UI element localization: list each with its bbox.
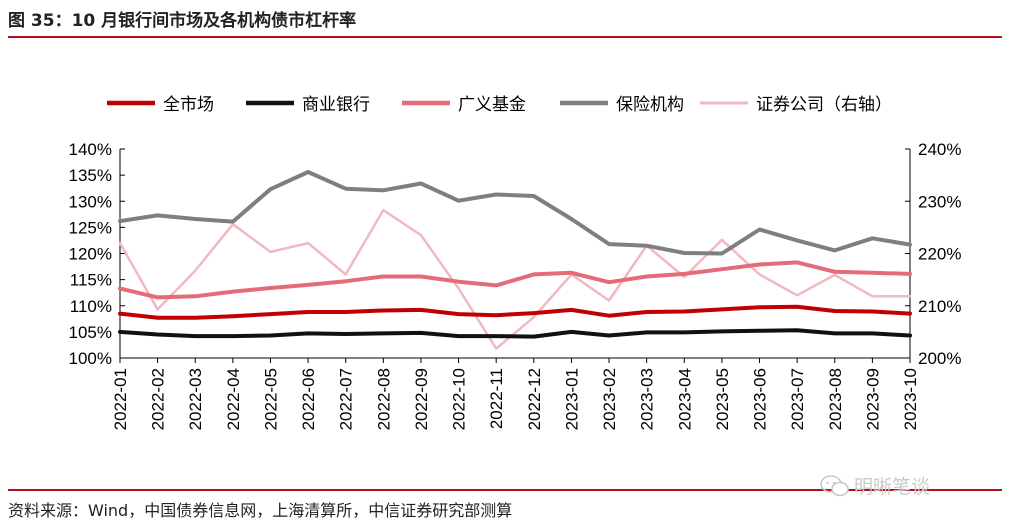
y-tick-label: 130% [69, 192, 112, 211]
line-chart: 全市场 商业银行 广义基金 保险机构 证券公司（右轴） 100% 105% 110% 115%… [69, 95, 962, 430]
x-tick-label: 2022-09 [412, 368, 431, 430]
chart-axes: 100% 105% 110% 115% 120% 125% 130% 135% 140% 200%… [69, 140, 962, 430]
x-tick-label: 2023-06 [751, 368, 770, 430]
y-tick-label: 135% [69, 166, 112, 185]
x-tick-label: 2022-10 [450, 368, 469, 430]
x-tick-label: 2022-08 [374, 368, 393, 430]
y-tick-label: 125% [69, 218, 112, 237]
y-tick-label: 110% [70, 297, 112, 316]
y2-tick-label: 230% [918, 192, 961, 211]
x-tick-label: 2023-01 [562, 368, 581, 430]
legend-label: 商业银行 [302, 95, 370, 115]
series-line [118, 260, 912, 300]
x-tick-label: 2022-02 [149, 368, 168, 430]
series-line [118, 328, 912, 339]
x-tick-label: 2022-12 [525, 368, 544, 430]
x-tick-label: 2023-07 [788, 368, 807, 430]
legend-label: 广义基金 [458, 95, 526, 115]
x-tick-label: 2023-10 [901, 368, 920, 430]
x-tick-label: 2022-04 [224, 368, 243, 430]
y2-tick-label: 220% [918, 245, 961, 264]
bottom-divider [8, 489, 1002, 491]
x-tick-label: 2022-11 [487, 368, 506, 429]
x-tick-label: 2022-05 [261, 368, 280, 430]
x-tick-label: 2022-03 [186, 368, 205, 430]
legend-label: 保险机构 [616, 95, 684, 115]
x-tick-label: 2022-01 [111, 368, 130, 430]
x-tick-label: 2023-04 [675, 368, 694, 430]
x-tick-label: 2022-07 [337, 368, 356, 430]
watermark-text: 明晰笔谈 [854, 476, 931, 498]
chart-series [118, 170, 912, 350]
legend-label: 证券公司（右轴） [756, 95, 892, 115]
y-tick-label: 140% [69, 140, 112, 159]
x-tick-label: 2023-09 [863, 368, 882, 430]
watermark: 明晰笔谈 [820, 472, 930, 499]
figure-title: 图 35：10 月银行间市场及各机构债市杠杆率 [8, 11, 357, 31]
y2-tick-label: 200% [918, 349, 961, 368]
y-tick-label: 105% [69, 323, 112, 342]
source-note: 资料来源：Wind，中国债券信息网，上海清算所，中信证券研究部测算 [8, 501, 513, 520]
top-divider [8, 36, 1002, 38]
series-line [118, 170, 912, 256]
wechat-icon [820, 474, 849, 496]
series-line [118, 208, 912, 350]
x-tick-label: 2022-06 [299, 368, 318, 430]
y-tick-label: 120% [69, 245, 112, 264]
x-tick-label: 2023-03 [638, 368, 657, 430]
y-tick-label: 100% [69, 349, 112, 368]
series-line [118, 304, 912, 320]
y2-tick-label: 210% [918, 297, 961, 316]
chart-legend: 全市场 商业银行 广义基金 保险机构 证券公司（右轴） [107, 95, 892, 115]
x-tick-label: 2023-02 [600, 368, 619, 430]
legend-label: 全市场 [163, 95, 214, 115]
x-tick-label: 2023-08 [826, 368, 845, 430]
y2-tick-label: 240% [918, 140, 961, 159]
x-tick-label: 2023-05 [713, 368, 732, 430]
y-tick-label: 115% [70, 271, 112, 290]
